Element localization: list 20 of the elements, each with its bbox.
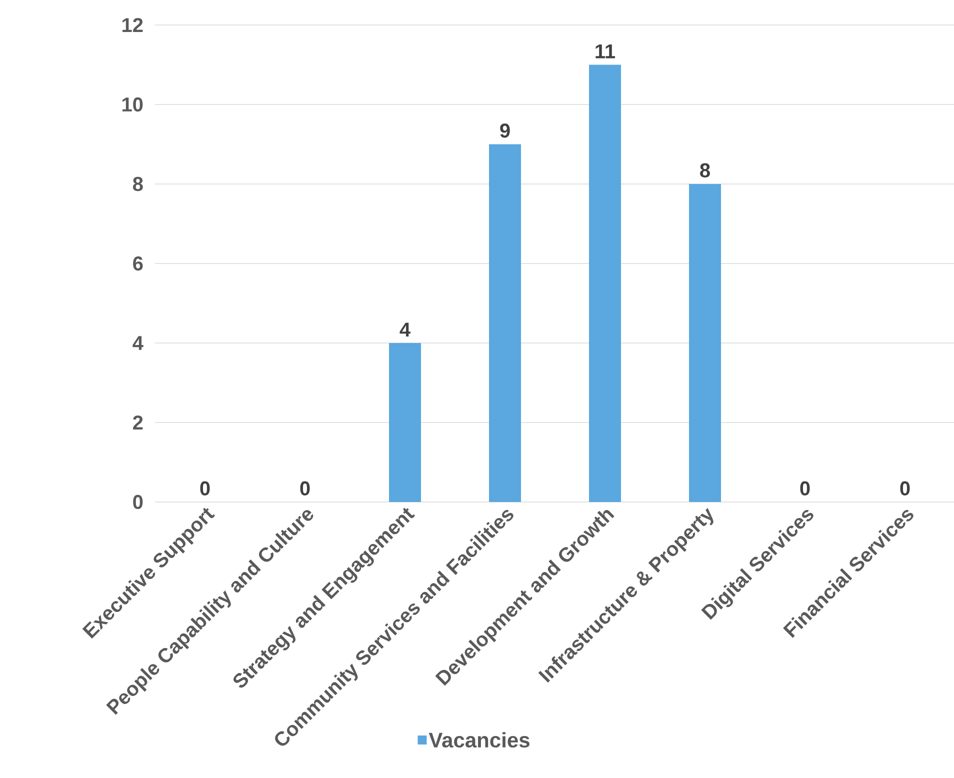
y-tick-label: 8	[132, 176, 143, 192]
data-label: 8	[700, 163, 710, 178]
y-tick-label: 4	[132, 336, 144, 350]
bar	[689, 184, 722, 502]
data-label: 9	[500, 124, 510, 138]
y-tick-label: 0	[133, 494, 143, 510]
y-tick-label: 6	[133, 256, 143, 271]
y-tick-label: 2	[133, 416, 143, 430]
data-label: 11	[596, 44, 616, 58]
y-tick-label: 12	[122, 18, 143, 32]
data-label: 0	[300, 481, 310, 496]
data-label: 0	[900, 481, 910, 496]
bar	[389, 342, 421, 502]
data-label: 0	[200, 481, 210, 496]
data-label: 0	[800, 481, 810, 496]
bar	[589, 64, 622, 502]
y-tick-label: 10	[122, 97, 143, 112]
data-label: 4	[400, 322, 410, 336]
bar	[489, 144, 521, 502]
legend-label: Vacancies	[428, 732, 530, 748]
